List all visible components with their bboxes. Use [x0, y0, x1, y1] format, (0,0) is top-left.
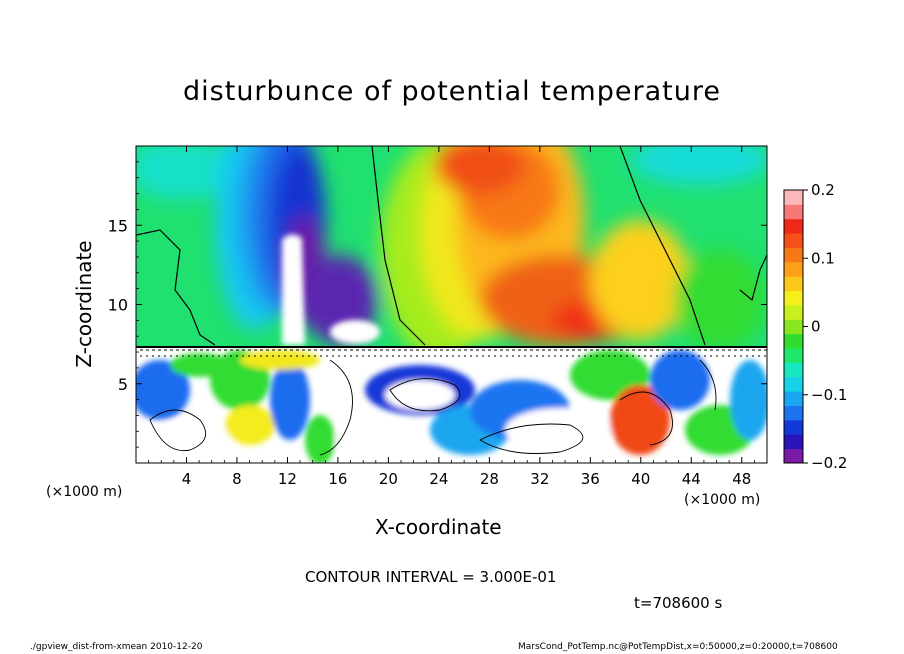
colorbar-swatch: [784, 391, 803, 407]
x-tick-label: 24: [429, 470, 448, 488]
x-tick-label: 16: [328, 470, 347, 488]
y-axis: 5 10 15: [108, 161, 767, 448]
x-tick-label: 4: [182, 470, 192, 488]
x-tick-label: 12: [278, 470, 297, 488]
colorbar-swatch: [784, 348, 803, 363]
colorbar-tick-label: 0.1: [811, 249, 835, 267]
colorbar-swatch: [784, 434, 803, 450]
colorbar-swatch: [784, 448, 803, 464]
footer-left: ./gpview_dist-from-xmean 2010-12-20: [30, 642, 203, 652]
x-tick-label: 44: [682, 470, 701, 488]
y-tick-label: 5: [118, 375, 128, 394]
time-label: t=708600 s: [634, 594, 723, 612]
colorbar-swatch: [784, 405, 803, 421]
colorbar-swatch: [784, 419, 803, 435]
colorbar-swatch: [784, 276, 803, 292]
upper-field: [136, 146, 767, 347]
lower-field: [136, 347, 767, 463]
colorbar-tick-label: 0: [811, 318, 821, 336]
colorbar-swatch: [784, 376, 803, 392]
x-tick-label: 48: [732, 470, 751, 488]
x-unit-label-right: (×1000 m): [684, 492, 761, 508]
x-tick-label: 20: [379, 470, 398, 488]
chart-title: disturbunce of potential temperature: [183, 76, 721, 107]
colorbar-tick-label: −0.2: [811, 454, 847, 472]
colorbar-swatch: [784, 218, 803, 234]
x-unit-label-left: (×1000 m): [46, 484, 123, 500]
colorbar-tick-label: 0.2: [811, 181, 835, 199]
colorbar-swatch: [784, 261, 803, 277]
x-tick-label: 32: [530, 470, 549, 488]
x-axis: 4 8 12 16 20 24 28 32 36 40 44 48: [148, 146, 755, 488]
colorbar-swatch: [784, 290, 803, 306]
x-tick-label: 28: [480, 470, 499, 488]
y-tick-label: 10: [108, 296, 128, 315]
y-tick-label: 15: [108, 216, 128, 235]
colorbar-swatch: [784, 362, 803, 378]
y-axis-label: Z-coordinate: [72, 240, 96, 368]
contour-interval-label: CONTOUR INTERVAL = 3.000E-01: [305, 568, 557, 586]
colorbar-swatch: [784, 319, 803, 335]
colorbar-swatch: [784, 247, 803, 263]
x-tick-label: 40: [631, 470, 650, 488]
colorbar: 0.2 0.1 0 −0.1 −0.2: [783, 181, 847, 472]
colorbar-swatch: [784, 333, 803, 349]
colorbar-swatch: [784, 190, 803, 205]
colorbar-tick-label: −0.1: [811, 386, 847, 404]
x-tick-label: 8: [232, 470, 242, 488]
colorbar-swatch: [784, 233, 803, 248]
footer-right: MarsCond_PotTemp.nc@PotTempDist,x=0:5000…: [518, 642, 838, 652]
colorbar-swatch: [784, 204, 803, 220]
x-axis-label: X-coordinate: [375, 515, 502, 539]
colorbar-swatch: [784, 304, 803, 320]
x-tick-label: 36: [581, 470, 600, 488]
